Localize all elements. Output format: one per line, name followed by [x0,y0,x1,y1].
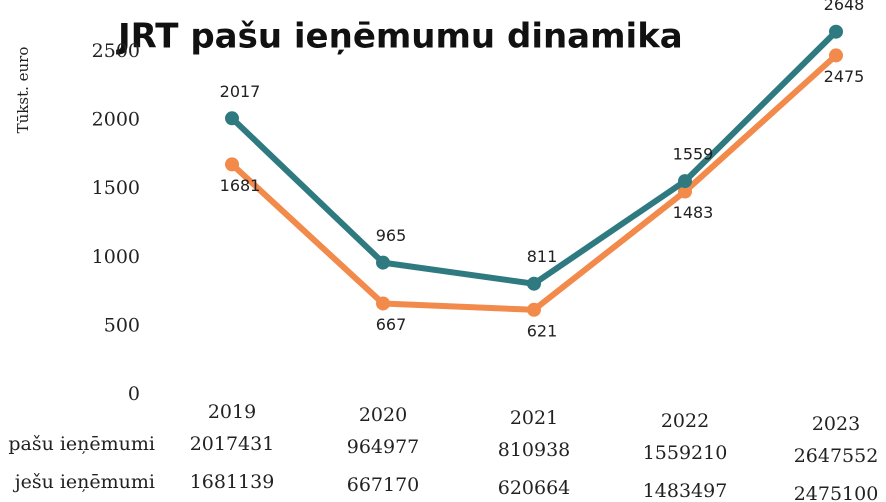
data-label: 965 [376,226,407,245]
y-tick-label: 2500 [92,40,140,62]
table-cell: 964977 [347,436,420,458]
point [678,174,692,189]
point [829,48,843,63]
table-cell: 620664 [498,477,571,499]
data-label: 2475 [824,67,865,86]
data-label: 2017 [220,82,261,101]
table-cell: 2647552 [794,445,879,467]
data-label: 1483 [673,203,714,222]
x-tick-label: 2023 [812,413,860,435]
data-label: 1681 [220,176,261,195]
point [527,276,541,291]
point [225,111,239,126]
point [527,302,541,317]
series-line [229,53,839,313]
chart-title: JRT pašu ieņēmumu dinamika [116,17,683,57]
x-tick-label: 2019 [208,401,256,423]
row-label: ješu ieņēmumi [13,471,155,493]
x-tick-label: 2022 [661,410,709,432]
table-cell: 2017431 [190,433,275,455]
table-cell: 2475100 [794,483,879,502]
point [376,255,390,270]
table-cell: 1483497 [643,480,728,502]
table-cell: 667170 [347,474,420,496]
y-tick-label: 1000 [92,246,140,268]
row-label: pašu ieņēmumi [8,433,155,455]
point [678,184,692,199]
x-tick-label: 2020 [359,404,407,426]
y-tick-label: 500 [104,314,140,336]
y-tick-label: 1500 [92,177,140,199]
point [829,24,843,39]
x-tick-label: 2021 [510,407,558,429]
table-cell: 810938 [498,439,571,461]
y-axis-label: Tūkst. euro [14,47,32,134]
data-label: 667 [376,315,407,334]
y-tick-label: 2000 [92,109,140,131]
data-label: 811 [527,247,558,266]
point [225,157,239,172]
y-tick-label: 0 [128,383,140,405]
data-label: 1559 [673,145,714,164]
table-cell: 1681139 [190,471,275,493]
data-label: 621 [527,321,558,340]
data-label: 2648 [824,0,865,14]
table-cell: 1559210 [643,442,728,464]
point [376,296,390,311]
